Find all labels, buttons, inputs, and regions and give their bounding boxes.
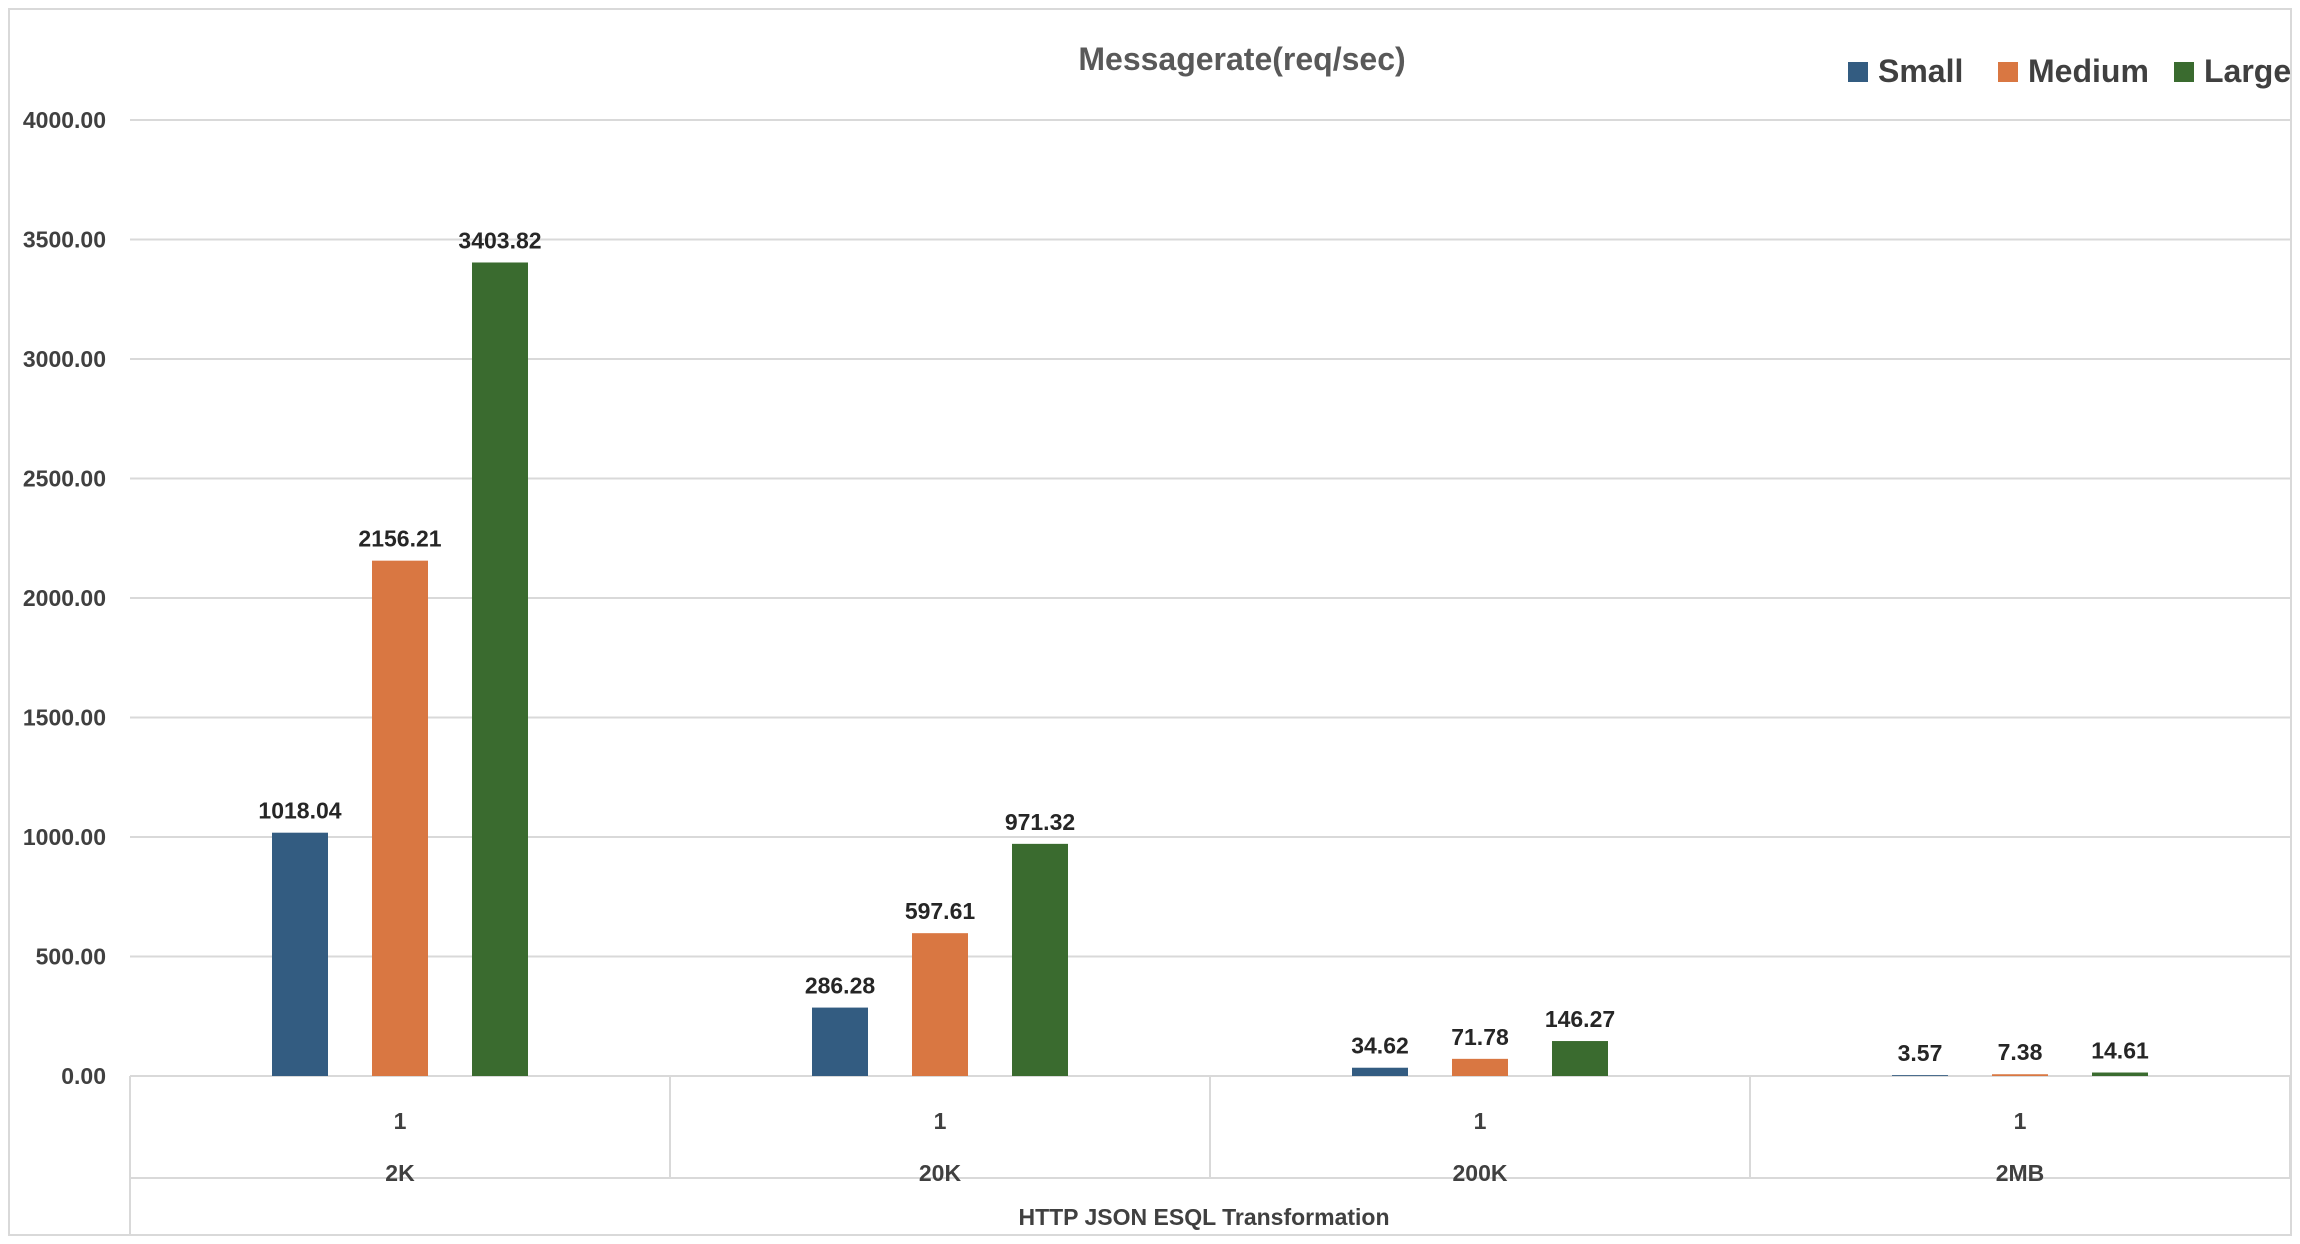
- chart-frame: Messagerate(req/sec) HTTP JSON ESQL Tran…: [8, 8, 2292, 1236]
- bar-small: [812, 1007, 868, 1076]
- x-axis-label: HTTP JSON ESQL Transformation: [1018, 1204, 1389, 1230]
- y-tick-label: 3500.00: [23, 227, 106, 253]
- bar-medium: [912, 933, 968, 1076]
- bar-medium: [372, 560, 428, 1076]
- legend-swatch-large: [2174, 62, 2194, 82]
- data-label: 146.27: [1545, 1006, 1615, 1032]
- x-tick-label-sub: 1: [2014, 1108, 2027, 1134]
- legend-label-large: Large: [2204, 53, 2291, 89]
- bar-small: [272, 832, 328, 1076]
- bar-large: [472, 262, 528, 1076]
- x-tick-label-sub: 1: [934, 1108, 947, 1134]
- data-label: 71.78: [1451, 1024, 1509, 1050]
- x-tick-label-group: 20K: [919, 1160, 962, 1186]
- bar-medium: [1452, 1058, 1508, 1076]
- x-tick-label-group: 2MB: [1996, 1160, 2045, 1186]
- y-tick-label: 2000.00: [23, 585, 106, 611]
- x-tick-label-sub: 1: [394, 1108, 407, 1134]
- y-tick-label: 1000.00: [23, 824, 106, 850]
- data-label: 14.61: [2091, 1038, 2149, 1064]
- chart-svg: Messagerate(req/sec) HTTP JSON ESQL Tran…: [23, 41, 2292, 1236]
- legend-label-medium: Medium: [2028, 53, 2149, 89]
- data-label: 2156.21: [358, 526, 441, 552]
- data-label: 971.32: [1005, 809, 1075, 835]
- data-label: 286.28: [805, 973, 876, 999]
- bar-small: [1352, 1067, 1408, 1076]
- y-tick-label: 2500.00: [23, 466, 106, 492]
- legend-swatch-medium: [1998, 62, 2018, 82]
- bar-large: [1552, 1041, 1608, 1076]
- bar-large: [1012, 843, 1068, 1076]
- data-label: 7.38: [1998, 1039, 2043, 1065]
- bar-medium: [1992, 1074, 2048, 1076]
- y-tick-label: 0.00: [61, 1063, 106, 1089]
- y-tick-label: 500.00: [36, 944, 106, 970]
- y-tick-label: 1500.00: [23, 705, 106, 731]
- y-tick-label: 3000.00: [23, 346, 106, 372]
- bar-small: [1892, 1075, 1948, 1076]
- data-label: 3403.82: [458, 227, 541, 253]
- x-tick-label-group: 200K: [1453, 1160, 1508, 1186]
- data-label: 597.61: [905, 898, 976, 924]
- chart-title: Messagerate(req/sec): [1078, 41, 1405, 77]
- data-label: 3.57: [1898, 1040, 1943, 1066]
- y-tick-label: 4000.00: [23, 107, 106, 133]
- legend-swatch-small: [1848, 62, 1868, 82]
- data-label: 34.62: [1351, 1033, 1409, 1059]
- bar-large: [2092, 1072, 2148, 1076]
- legend-label-small: Small: [1878, 53, 1963, 89]
- data-label: 1018.04: [258, 798, 341, 824]
- x-tick-label-group: 2K: [385, 1160, 415, 1186]
- x-tick-label-sub: 1: [1474, 1108, 1487, 1134]
